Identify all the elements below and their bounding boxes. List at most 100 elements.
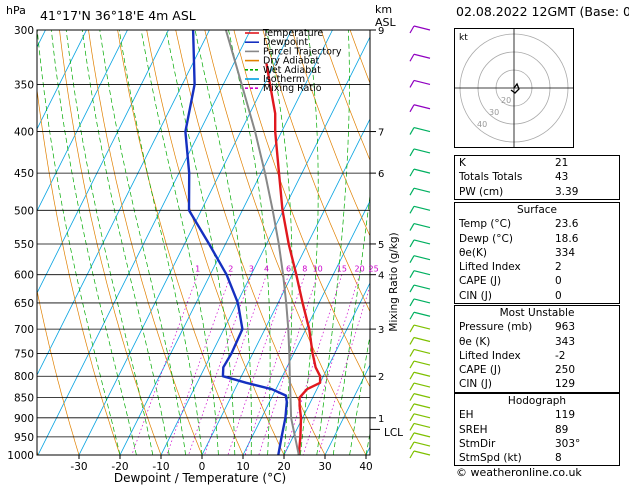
table-row: Dewp (°C) 18.6 [455, 232, 620, 246]
row-value: 0 [555, 275, 562, 288]
legend-entry: Dry Adiabat [263, 56, 320, 67]
pressure-tick-label: 350 [14, 79, 34, 91]
mixing-ratio-value-label: 10 [313, 265, 323, 274]
altitude-unit-asl: ASL [375, 16, 397, 29]
pressure-tick-label: 850 [14, 393, 34, 405]
row-value: 0 [555, 289, 562, 302]
wind-barb [413, 441, 431, 447]
mixing-ratio-value-label: 6 [286, 265, 291, 274]
isotherm-line [37, 30, 128, 212]
table-row: CIN (J) 0 [455, 289, 620, 304]
table-title: Most Unstable [499, 307, 575, 319]
wind-barb [413, 336, 431, 343]
indices-table: K 21 Totals Totals 43 PW (cm) 3.39 [454, 155, 620, 200]
wind-barb-flag [409, 337, 415, 345]
wind-barb [413, 168, 431, 174]
wind-barb-flag [409, 80, 415, 88]
pressure-tick-label: 750 [14, 348, 34, 360]
isotherm-line [160, 36, 370, 455]
temperature-tick-label: 20 [277, 461, 290, 473]
wet-adiabat-line [194, 30, 252, 455]
altitude-tick-label: 2 [378, 372, 384, 383]
altitude-tick-label: 6 [378, 169, 384, 180]
legend-entry: Isotherm [263, 74, 305, 85]
wind-barb-flag [409, 223, 415, 231]
table-title: Surface [516, 204, 557, 216]
isotherm-line [0, 30, 5, 455]
wind-barb [413, 255, 431, 261]
wind-barb [413, 53, 431, 59]
wind-barb [413, 205, 431, 211]
row-label: K [459, 157, 466, 169]
wind-barb-flag [409, 423, 415, 431]
row-value: 303° [555, 437, 581, 450]
wet-adiabat-line [50, 30, 137, 455]
row-value: -2 [555, 349, 566, 362]
isotherm-line [201, 118, 370, 455]
dry-adiabat-line [320, 30, 370, 161]
table-row: θe (K) 343 [455, 335, 620, 349]
isotherm-line [37, 30, 87, 130]
hodograph-table: Hodograph EH 119 SREH 89 StmDir 303° StmSpd (kt… [454, 393, 620, 467]
legend-entry: Dewpoint [263, 37, 308, 48]
pressure-tick-label: 300 [14, 25, 34, 37]
wind-barb [413, 403, 431, 409]
altitude-tick-label: 5 [378, 240, 384, 251]
table-row: StmDir 303° [455, 437, 620, 451]
parcel-trajectory-line [224, 30, 300, 455]
dry-adiabat-line [291, 30, 370, 237]
row-label: Pressure (mb) [459, 321, 533, 334]
altitude-tick-label: 3 [378, 325, 384, 336]
wind-barb-flag [409, 104, 415, 113]
table-row: θe(K) 334 [455, 246, 620, 260]
temperature-tick-label: -30 [70, 461, 87, 473]
wind-barb [413, 413, 431, 419]
row-label: θe (K) [459, 335, 491, 348]
table-row: EH 119 [455, 408, 620, 422]
temperature-tick-label: 10 [236, 461, 249, 473]
diagram-grid [0, 30, 370, 455]
hodograph-ring-label: 40 [477, 120, 487, 129]
wind-barb [413, 450, 431, 456]
table-row: StmSpd (kt) 8 [455, 451, 620, 466]
row-label: θe(K) [459, 246, 487, 259]
wind-barb-flag [409, 432, 415, 441]
table-row: Temp (°C) 23.6 [455, 217, 620, 231]
wind-barb-flag [409, 441, 415, 450]
wind-barb-flag [409, 168, 415, 177]
pressure-tick-label: 550 [14, 239, 34, 251]
table-row: CAPE (J) 250 [455, 363, 620, 377]
table-row: Lifted Index 2 [455, 260, 620, 274]
isotherm-line [324, 364, 370, 455]
mixing-ratio-value-label: 25 [369, 265, 379, 274]
wind-barb-flag [409, 25, 415, 34]
datetime-label: 02.08.2022 12GMT (Base: 00) [456, 4, 629, 19]
wind-barb-flag [409, 349, 415, 357]
wet-adiabat-line [118, 30, 203, 455]
lcl-label: LCL [384, 427, 403, 439]
row-value: 21 [555, 157, 569, 169]
table-row: SREH 89 [455, 423, 620, 437]
isotherm-line [78, 30, 292, 455]
row-label: CIN (J) [459, 289, 492, 302]
row-value: 250 [555, 364, 576, 377]
wind-barb [413, 284, 431, 290]
row-label: Lifted Index [459, 349, 521, 362]
wet-adiabat-line [65, 30, 154, 455]
row-value: 963 [555, 321, 576, 334]
row-label: Lifted Index [459, 261, 521, 274]
wind-barb [413, 348, 431, 355]
mixing-ratio-line [244, 274, 306, 455]
pressure-tick-label: 650 [14, 298, 34, 310]
wind-barb-flag [409, 393, 415, 401]
table-row: CAPE (J) 0 [455, 274, 620, 288]
pressure-tick-label: 400 [14, 127, 34, 139]
pressure-tick-label: 800 [14, 371, 34, 383]
wind-barb-flag [409, 298, 415, 307]
table-title: Hodograph [507, 395, 567, 407]
wind-barb-flag [409, 382, 415, 391]
wind-barb [413, 104, 431, 110]
table-row: PW (cm) 3.39 [455, 185, 620, 200]
table-row: Totals Totals 43 [455, 170, 620, 184]
mixing-ratio-value-label: 3 [249, 265, 254, 274]
